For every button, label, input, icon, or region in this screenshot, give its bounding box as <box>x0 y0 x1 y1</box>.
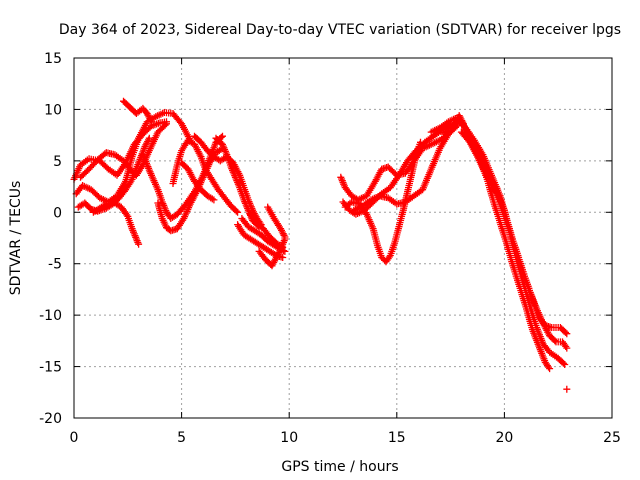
plus-markers <box>264 203 289 241</box>
y-tick-label: -5 <box>48 257 62 273</box>
series-arc-c3 <box>247 210 287 251</box>
y-tick-label: 15 <box>44 51 62 67</box>
y-axis-label: SDTVAR / TECUs <box>8 181 24 296</box>
chart-title: Day 364 of 2023, Sidereal Day-to-day VTE… <box>59 22 621 38</box>
axes: 0 5 10 15 20 25 -20 -15 -10 -5 0 5 10 15 <box>39 51 621 446</box>
series-arc-a5 <box>89 199 143 248</box>
x-tick-label: 15 <box>388 430 406 446</box>
x-tick-label: 20 <box>495 430 513 446</box>
series-arc-e1 <box>427 114 571 338</box>
data-series <box>70 97 571 393</box>
series-arc-c5 <box>264 203 289 241</box>
series-arc-a6 <box>120 97 155 126</box>
plus-markers <box>89 199 143 248</box>
x-tick-label: 10 <box>280 430 298 446</box>
plus-markers <box>120 97 155 126</box>
series-arc-d4 <box>350 122 461 214</box>
series-arc-c4 <box>255 235 289 270</box>
series-arc-e5 <box>563 385 571 393</box>
plus-markers <box>350 122 461 214</box>
plus-markers <box>563 385 571 393</box>
series-arc-a4 <box>77 120 170 181</box>
plus-markers <box>178 159 218 204</box>
series-arc-b3 <box>169 136 242 216</box>
plus-markers <box>427 114 571 338</box>
x-tick-label: 5 <box>177 430 186 446</box>
y-tick-label: 10 <box>44 102 62 118</box>
y-tick-label: -15 <box>39 360 62 376</box>
x-axis-label: GPS time / hours <box>281 459 398 475</box>
x-tick-label: 0 <box>70 430 79 446</box>
plus-markers <box>255 235 289 270</box>
x-tick-label: 25 <box>603 430 621 446</box>
plot-frame <box>73 57 613 419</box>
plus-markers <box>247 210 287 251</box>
y-tick-label: 5 <box>53 154 62 170</box>
y-tick-label: -10 <box>39 308 62 324</box>
plus-markers <box>457 128 571 352</box>
series-arc-e4 <box>457 128 571 352</box>
series-arc-b4 <box>178 159 218 204</box>
y-tick-label: -20 <box>39 411 62 427</box>
grid <box>74 58 612 418</box>
plus-markers <box>169 136 242 216</box>
plus-markers <box>77 120 170 181</box>
y-tick-label: 0 <box>53 205 62 221</box>
